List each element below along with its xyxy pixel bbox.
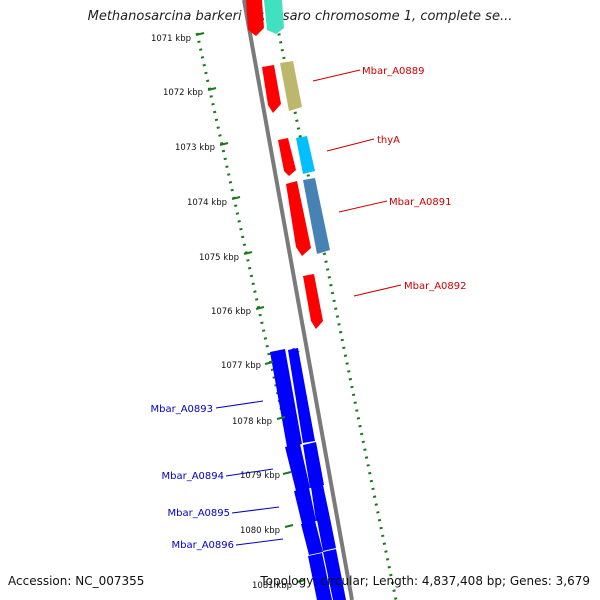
gene-label-thya[interactable]: thyA bbox=[377, 135, 400, 146]
tick-label: 1077 kbp bbox=[221, 361, 261, 371]
tick-label: 1075 kbp bbox=[199, 253, 239, 263]
tick-label: 1071 kbp bbox=[151, 34, 191, 44]
tick-label: 1072 kbp bbox=[163, 88, 203, 98]
gene-mbar-a0889-red[interactable] bbox=[262, 65, 281, 113]
tick-label: 1076 kbp bbox=[211, 307, 251, 317]
leader-line bbox=[235, 538, 284, 546]
accession-label: Accession: NC_007355 bbox=[8, 574, 145, 588]
genome-stats-label: Topology: circular; Length: 4,837,408 bp… bbox=[260, 574, 590, 588]
gene-mbar-a0889-khaki[interactable] bbox=[280, 61, 302, 111]
chromosome-backbone bbox=[242, 0, 354, 600]
tick-label: 1078 kbp bbox=[232, 417, 272, 427]
gene-partial-top-teal[interactable] bbox=[264, 0, 284, 34]
tick-mark bbox=[243, 251, 253, 255]
arrow-head bbox=[288, 348, 300, 352]
gene-label-mbar-a0891[interactable]: Mbar_A0891 bbox=[389, 197, 452, 208]
gene-mbar-a0891-red[interactable] bbox=[286, 181, 311, 256]
gene-mbar-a0895-outer[interactable] bbox=[311, 485, 330, 521]
gene-mbar-a0894-outer[interactable] bbox=[303, 442, 324, 488]
tick-mark bbox=[255, 306, 265, 310]
gene-mbar-a0893-inner[interactable] bbox=[270, 349, 302, 447]
gene-mbar-a0896-inner[interactable] bbox=[301, 521, 323, 555]
tick-label: 1079 kbp bbox=[240, 471, 280, 481]
leader-line bbox=[338, 200, 388, 213]
tick-label: 1074 kbp bbox=[187, 198, 227, 208]
gene-label-mbar-a0894[interactable]: Mbar_A0894 bbox=[161, 471, 224, 482]
gene-label-mbar-a0893[interactable]: Mbar_A0893 bbox=[150, 404, 213, 415]
gene-thya-red[interactable] bbox=[278, 138, 296, 176]
gene-label-mbar-a0896[interactable]: Mbar_A0896 bbox=[171, 540, 234, 551]
leader-line bbox=[215, 400, 264, 409]
gene-bottom-inner[interactable] bbox=[308, 553, 332, 600]
gene-label-mbar-a0889[interactable]: Mbar_A0889 bbox=[362, 66, 425, 77]
leader-line bbox=[312, 69, 361, 82]
gene-bottom-outer[interactable] bbox=[323, 549, 346, 600]
leader-line bbox=[326, 138, 375, 152]
tick-mark bbox=[219, 142, 229, 146]
gene-mbar-a0893-outer[interactable] bbox=[288, 348, 315, 443]
gene-mbar-a0895-inner[interactable] bbox=[294, 488, 316, 524]
tick-label: 1073 kbp bbox=[175, 143, 215, 153]
tick-mark bbox=[207, 87, 217, 91]
tick-mark bbox=[264, 361, 274, 365]
leader-line bbox=[225, 468, 274, 477]
tick-label: 1081 kbp bbox=[252, 581, 292, 591]
gene-mbar-a0896-outer[interactable] bbox=[317, 518, 336, 551]
tick-label: 1080 kbp bbox=[240, 526, 280, 536]
inner-tick-ring bbox=[195, 32, 326, 600]
gene-thya-cyan[interactable] bbox=[296, 136, 315, 174]
gene-label-mbar-a0895[interactable]: Mbar_A0895 bbox=[167, 508, 230, 519]
tick-mark bbox=[231, 196, 241, 200]
tick-mark bbox=[195, 32, 205, 36]
gene-mbar-a0894-inner[interactable] bbox=[285, 444, 310, 491]
leader-line bbox=[353, 284, 402, 297]
gene-label-mbar-a0892[interactable]: Mbar_A0892 bbox=[404, 281, 467, 292]
leader-line bbox=[231, 506, 280, 514]
gene-partial-top-red[interactable] bbox=[246, 0, 264, 36]
tick-mark bbox=[276, 416, 286, 420]
map-title: Methanosarcina barkeri str. fusaro chrom… bbox=[87, 9, 513, 24]
gene-mbar-a0892-red[interactable] bbox=[303, 274, 323, 329]
tick-mark bbox=[284, 524, 294, 528]
tick-mark bbox=[296, 579, 306, 583]
gene-mbar-a0891-steelblue[interactable] bbox=[303, 178, 330, 254]
tick-mark bbox=[282, 471, 292, 475]
